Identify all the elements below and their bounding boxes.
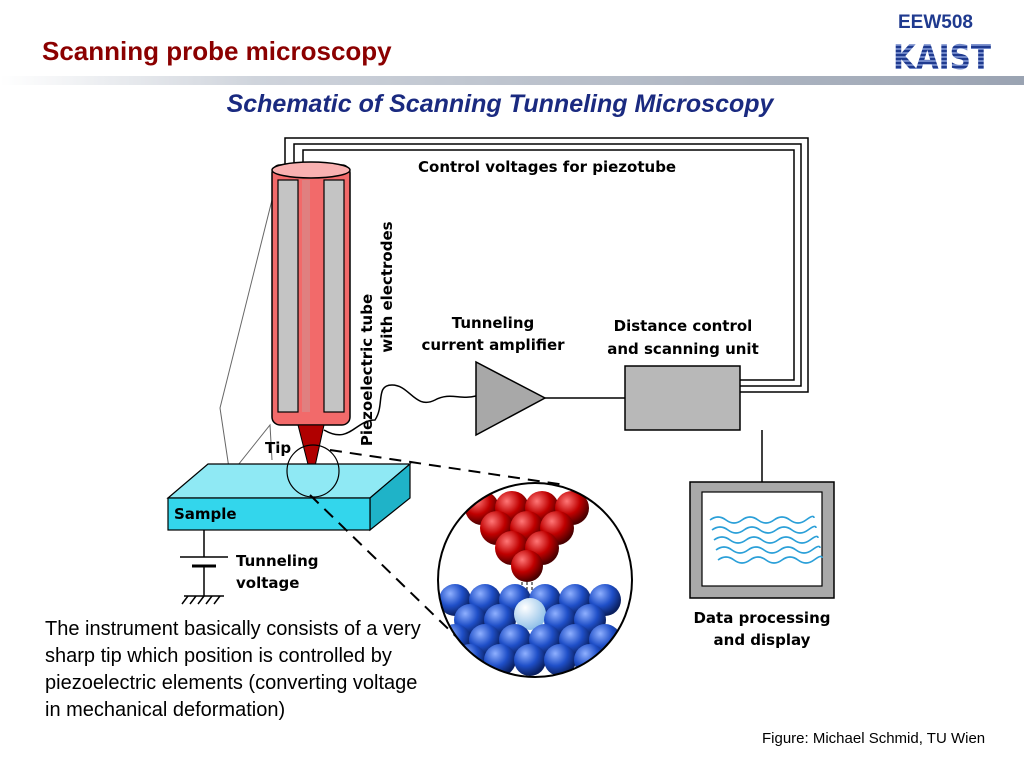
diagram-subtitle: Schematic of Scanning Tunneling Microsco… [226,90,774,118]
amplifier-symbol [475,360,547,437]
distance-control-unit [624,365,741,431]
distance-control-label-line1: Distance control [614,317,753,335]
kaist-logo: KAIST [893,38,992,74]
sample-atoms [439,584,621,676]
current-signal-wire [323,384,477,436]
amplifier-label-line1: Tunneling [452,314,535,332]
display-monitor [689,481,835,599]
header-divider [0,76,1024,85]
figure-credit: Figure: Michael Schmid, TU Wien [762,730,986,747]
display-label-line1: Data processing [693,609,830,627]
course-code: EEW508 [898,12,973,33]
piezo-tube-label-line2: with electrodes [378,221,396,352]
slide-title: Scanning probe microscopy [42,36,392,66]
control-voltages-label: Control voltages for piezotube [418,158,676,176]
stm-tip [297,424,325,481]
logo-text: KAIST [893,38,992,74]
piezo-tube [271,161,351,426]
voltage-source-symbol [180,530,228,605]
control-voltage-wires [284,137,809,393]
tunneling-voltage-label-line1: Tunneling [236,552,319,570]
display-label-line2: and display [714,631,811,649]
stm-schematic: Control voltages for piezotube Piezoelec… [166,137,835,678]
tip-label: Tip [265,439,291,457]
distance-control-label-line2: and scanning unit [607,340,759,358]
sample-connection-wire [219,199,273,477]
piezo-tube-label-line1: Piezoelectric tube [358,294,376,446]
amplifier-label-line2: current amplifier [421,336,565,354]
sample-label: Sample [174,505,237,523]
description-text: The instrument basically consists of a v… [45,618,421,721]
atomic-zoom-view [438,483,632,677]
tip-atoms [465,491,589,582]
tunneling-voltage-label-line2: voltage [236,574,299,592]
